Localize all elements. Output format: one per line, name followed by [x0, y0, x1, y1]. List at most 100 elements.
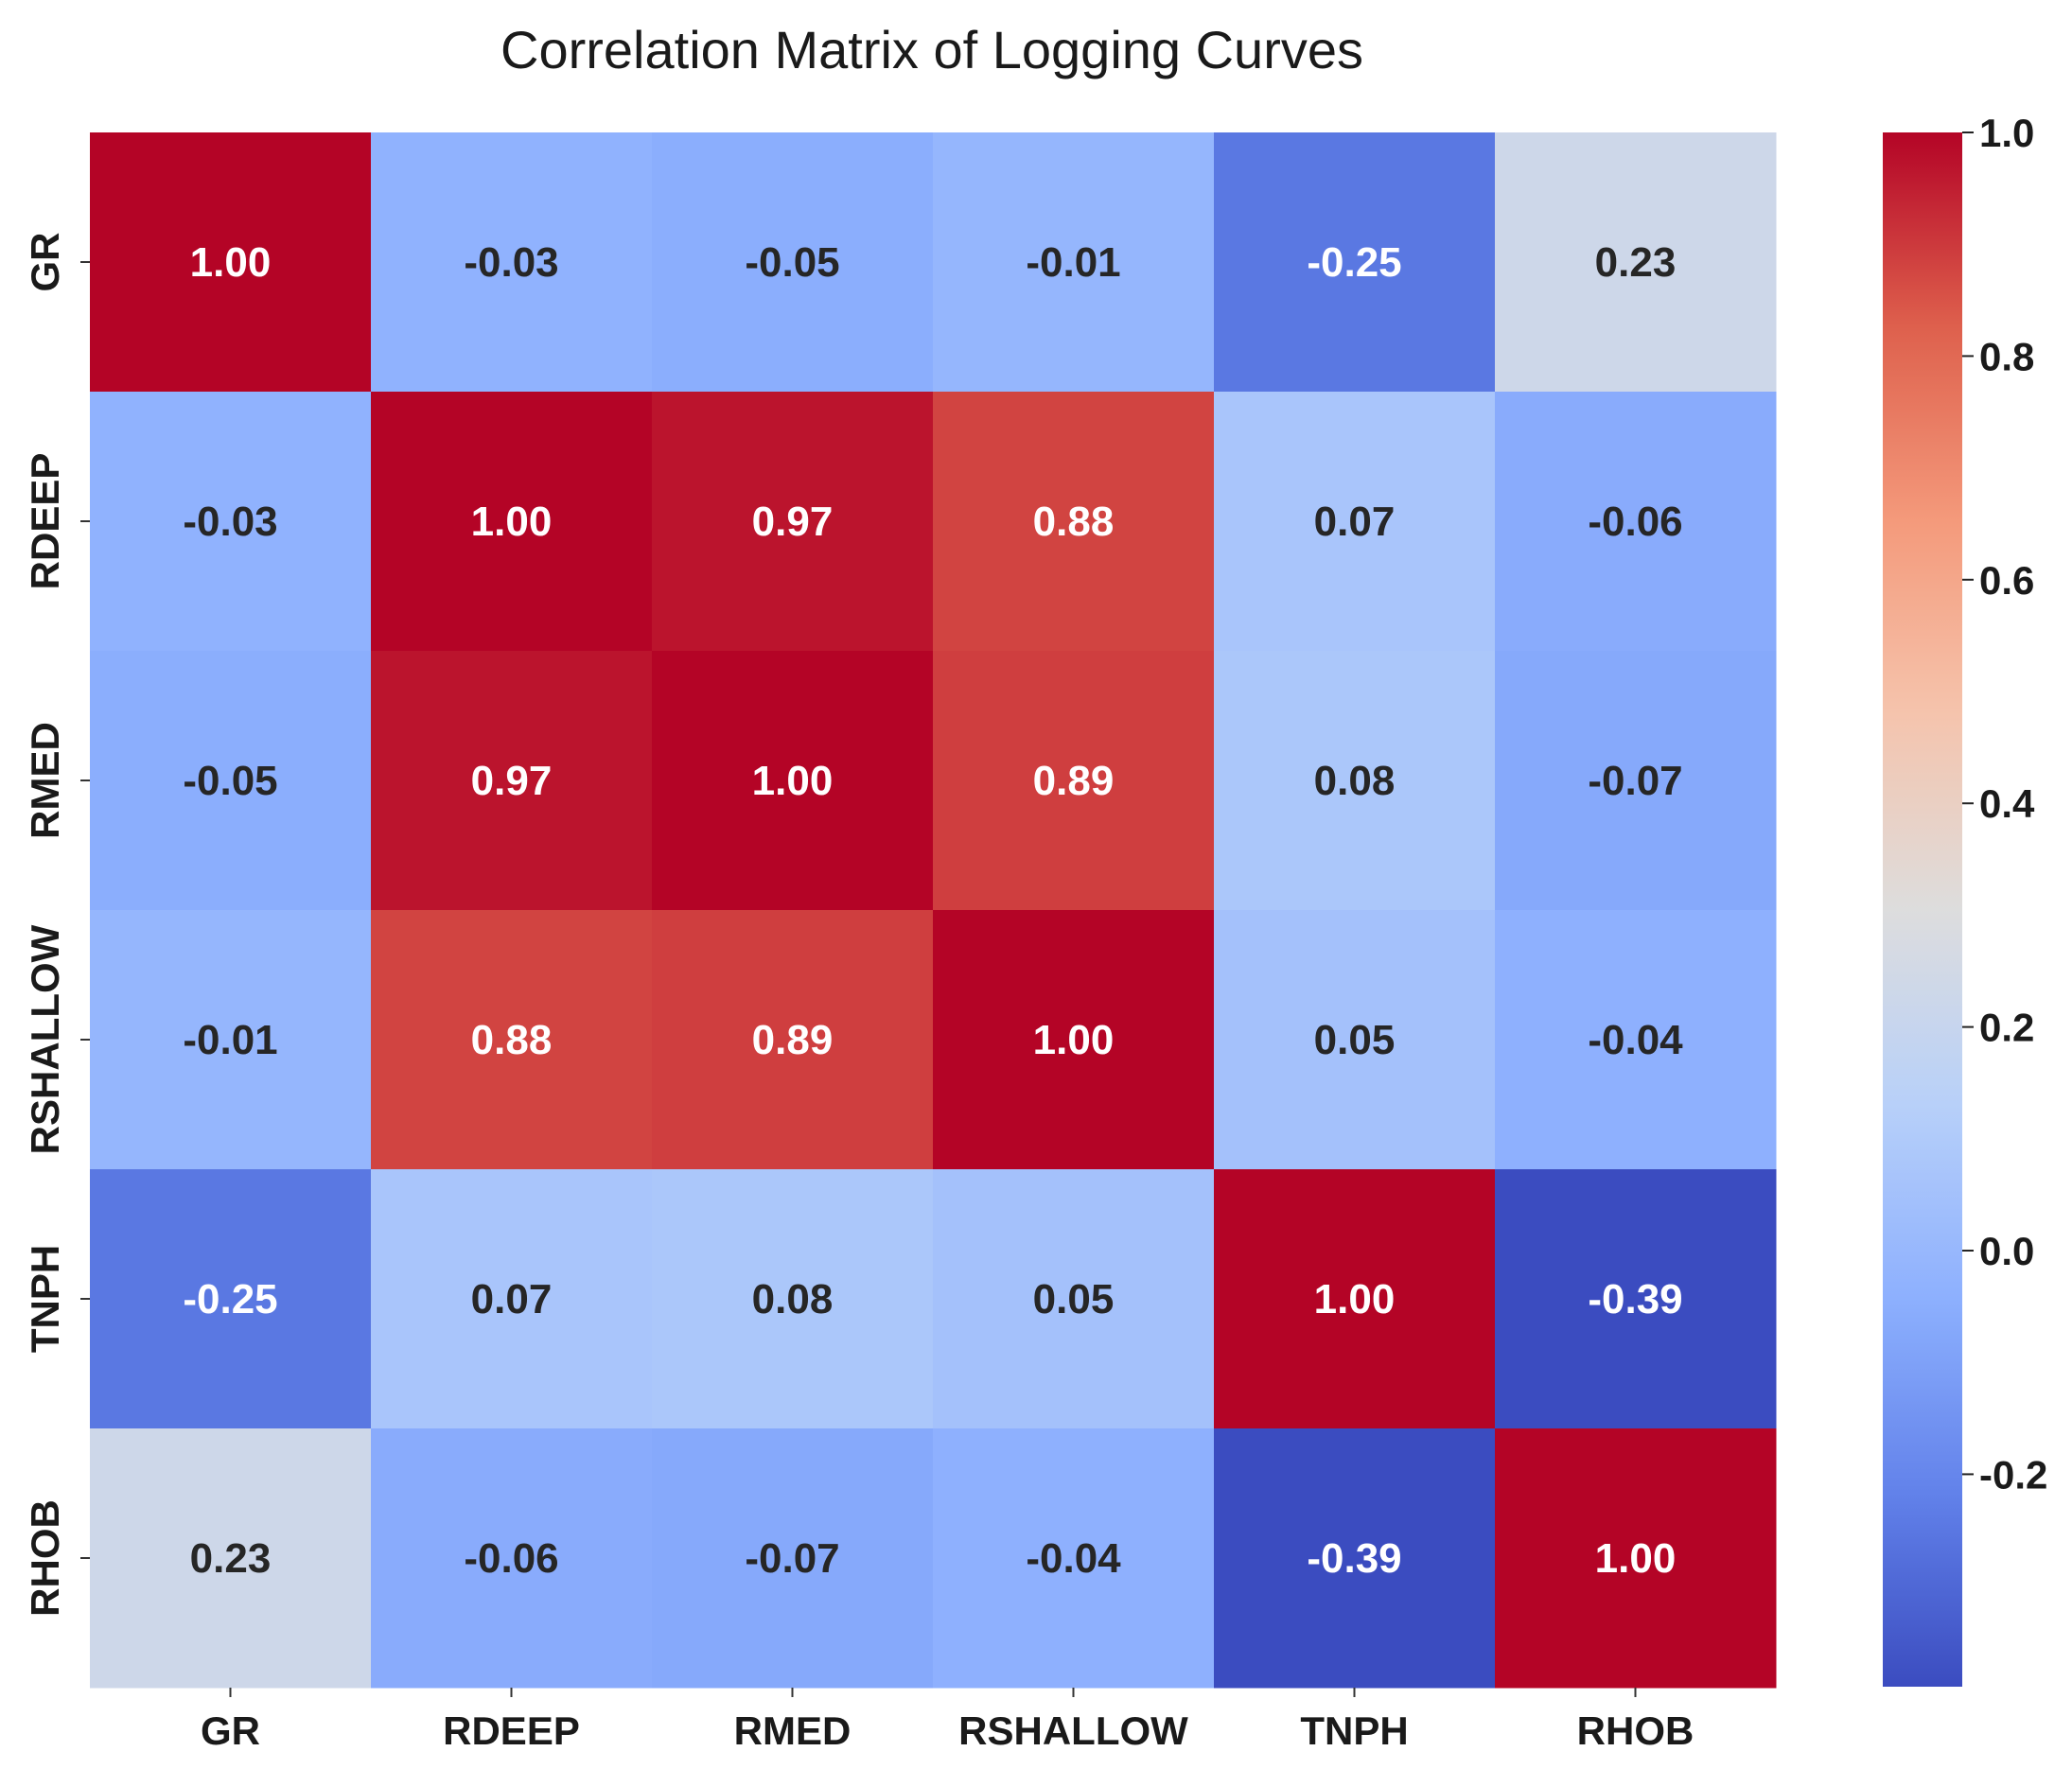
y-tick-label: GR: [23, 233, 67, 292]
heatmap-cell-rmed-rmed: [652, 651, 934, 911]
cell-annotation: 1.00: [1595, 1535, 1677, 1582]
heatmap-cell-gr-tnph: [1214, 132, 1496, 393]
heatmap-cell-tnph-rmed: [652, 1169, 934, 1429]
heatmap-cell-tnph-rshallow: [933, 1169, 1215, 1429]
cell-annotation: 1.00: [1033, 1017, 1115, 1063]
heatmap-cell-gr-rmed: [652, 132, 934, 393]
cell-annotation: 0.23: [1595, 239, 1677, 286]
cell-annotation: -0.01: [1026, 239, 1120, 286]
x-tick-label: GR: [201, 1708, 260, 1753]
heatmap-cell-rhob-rmed: [652, 1428, 934, 1689]
cell-annotation: -0.05: [183, 758, 277, 804]
heatmap-cell-rdeep-rdeep: [371, 392, 653, 652]
cell-annotation: -0.05: [745, 239, 839, 286]
heatmap-cell-gr-rshallow: [933, 132, 1215, 393]
cell-annotation: 0.97: [471, 758, 553, 804]
cell-annotation: -0.06: [1588, 499, 1682, 545]
cell-annotation: 0.05: [1033, 1276, 1115, 1322]
colorbar-tick-label: 0.2: [1979, 1006, 2034, 1050]
cell-annotation: -0.25: [183, 1276, 277, 1322]
heatmap-cell-rshallow-gr: [90, 910, 372, 1170]
colorbar-tick-label: 1.0: [1979, 111, 2034, 155]
cell-annotation: -0.04: [1588, 1017, 1683, 1063]
y-tick-label: RSHALLOW: [23, 924, 67, 1154]
heatmap-cell-rshallow-tnph: [1214, 910, 1496, 1170]
heatmap-cell-rhob-rshallow: [933, 1428, 1215, 1689]
heatmap-cell-rdeep-rhob: [1495, 392, 1777, 652]
heatmap-annotations: 1.00 -0.03 -0.05 -0.01 -0.25 0.23 -0.03 1.00 0.9…: [183, 239, 1683, 1582]
colorbar-tick-label: 0.4: [1979, 781, 2035, 826]
colorbar-gradient: [1883, 132, 1962, 1687]
cell-annotation: -0.25: [1307, 239, 1401, 286]
heatmap-cell-rshallow-rshallow: [933, 910, 1215, 1170]
heatmap-cell-gr-rhob: [1495, 132, 1777, 393]
y-tick-label: TNPH: [23, 1245, 67, 1353]
cell-annotation: 1.00: [752, 758, 834, 804]
heatmap-cell-rmed-rdeep: [371, 651, 653, 911]
cell-annotation: 0.97: [752, 499, 834, 545]
heatmap-cell-rshallow-rmed: [652, 910, 934, 1170]
colorbar-tick-label: 0.6: [1979, 558, 2034, 603]
cell-annotation: 0.07: [1314, 499, 1396, 545]
y-tick-label: RMED: [23, 722, 67, 839]
heatmap-cells: [90, 132, 1777, 1689]
heatmap-cell-rmed-tnph: [1214, 651, 1496, 911]
cell-annotation: -0.04: [1026, 1535, 1121, 1582]
heatmap-cell-rhob-tnph: [1214, 1428, 1496, 1689]
cell-annotation: -0.03: [183, 499, 277, 545]
heatmap-cell-rhob-rhob: [1495, 1428, 1777, 1689]
colorbar-tick-label: -0.2: [1979, 1452, 2047, 1497]
cell-annotation: -0.39: [1588, 1276, 1682, 1322]
x-axis: GR RDEEP RMED RSHALLOW TNPH RHOB: [201, 1688, 1694, 1753]
heatmap-cell-tnph-tnph: [1214, 1169, 1496, 1429]
heatmap-cell-rshallow-rdeep: [371, 910, 653, 1170]
x-tick-label: RHOB: [1577, 1708, 1694, 1753]
heatmap-cell-gr-gr: [90, 132, 372, 393]
cell-annotation: 1.00: [190, 239, 272, 286]
heatmap-cell-rhob-rdeep: [371, 1428, 653, 1689]
y-tick-label: RDEEP: [23, 453, 67, 590]
heatmap-cell-tnph-gr: [90, 1169, 372, 1429]
cell-annotation: -0.03: [464, 239, 558, 286]
heatmap-cell-rmed-gr: [90, 651, 372, 911]
cell-annotation: 1.00: [471, 499, 553, 545]
heatmap-cell-rmed-rhob: [1495, 651, 1777, 911]
cell-annotation: -0.07: [745, 1535, 839, 1582]
x-tick-label: RSHALLOW: [958, 1708, 1188, 1753]
cell-annotation: 0.08: [1314, 758, 1396, 804]
cell-annotation: 0.89: [1033, 758, 1115, 804]
cell-annotation: 0.08: [752, 1276, 834, 1322]
heatmap-cell-tnph-rhob: [1495, 1169, 1777, 1429]
x-tick-label: RMED: [734, 1708, 852, 1753]
heatmap-cell-rdeep-gr: [90, 392, 372, 652]
heatmap-cell-rhob-gr: [90, 1428, 372, 1689]
colorbar-tick-label: 0.8: [1979, 334, 2034, 378]
heatmap-cell-rdeep-rmed: [652, 392, 934, 652]
cell-annotation: 0.88: [1033, 499, 1115, 545]
heatmap-cell-rshallow-rhob: [1495, 910, 1777, 1170]
y-axis: GR RDEEP RMED RSHALLOW TNPH RHOB: [23, 233, 90, 1617]
cell-annotation: -0.07: [1588, 758, 1682, 804]
heatmap-cell-rmed-rshallow: [933, 651, 1215, 911]
colorbar-tick-label: 0.0: [1979, 1229, 2034, 1273]
chart-title: Correlation Matrix of Logging Curves: [500, 20, 1363, 79]
cell-annotation: -0.39: [1307, 1535, 1401, 1582]
cell-annotation: 1.00: [1314, 1276, 1396, 1322]
cell-annotation: 0.07: [471, 1276, 553, 1322]
x-tick-label: RDEEP: [443, 1708, 580, 1753]
heatmap-cell-gr-rdeep: [371, 132, 653, 393]
y-tick-label: RHOB: [23, 1499, 67, 1617]
cell-annotation: 0.89: [752, 1017, 834, 1063]
heatmap-cell-rdeep-rshallow: [933, 392, 1215, 652]
x-tick-label: TNPH: [1300, 1708, 1408, 1753]
cell-annotation: -0.01: [183, 1017, 277, 1063]
cell-annotation: 0.88: [471, 1017, 553, 1063]
cell-annotation: -0.06: [464, 1535, 558, 1582]
heatmap-cell-tnph-rdeep: [371, 1169, 653, 1429]
cell-annotation: 0.05: [1314, 1017, 1396, 1063]
colorbar: 1.0 0.8 0.6 0.4 0.2 0.0 -0.2: [1883, 111, 2047, 1687]
heatmap-cell-rdeep-tnph: [1214, 392, 1496, 652]
cell-annotation: 0.23: [190, 1535, 272, 1582]
